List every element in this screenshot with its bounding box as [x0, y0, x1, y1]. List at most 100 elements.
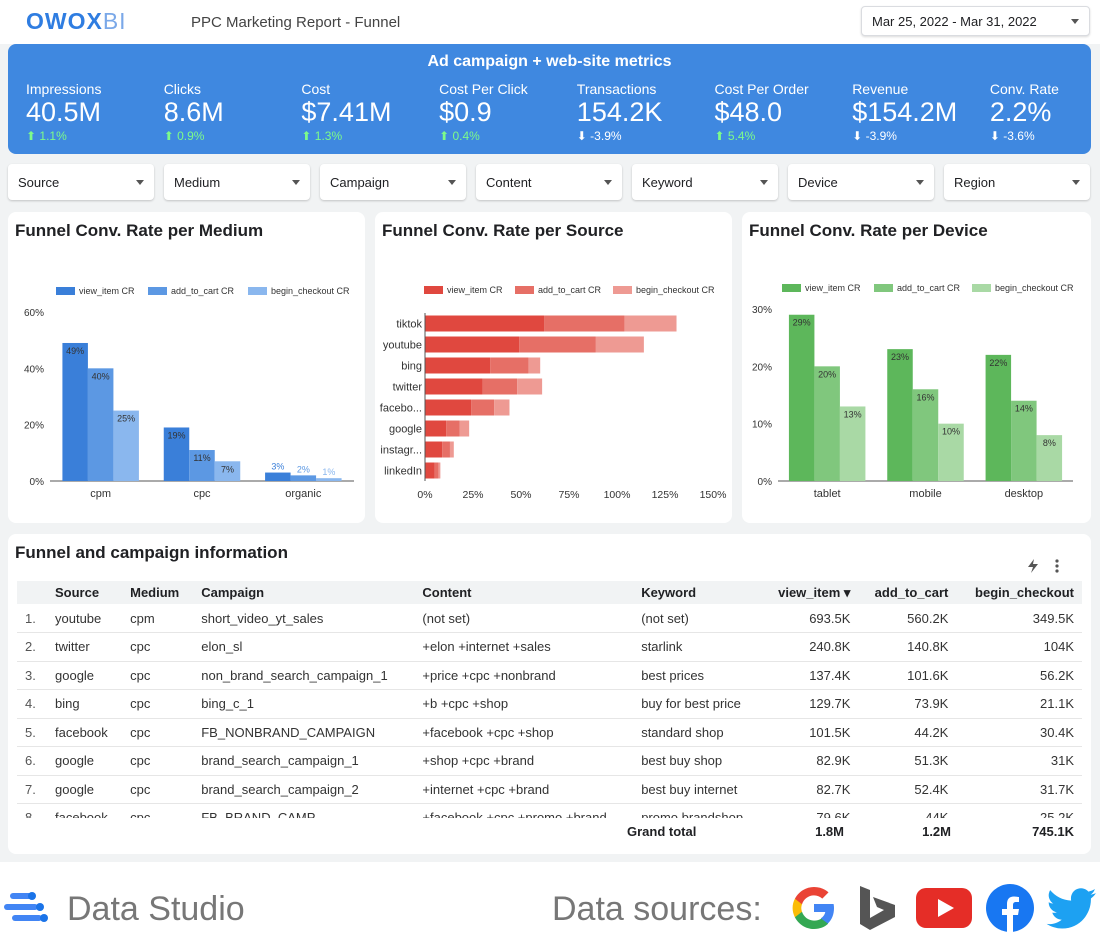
chart-title: Funnel Conv. Rate per Source	[382, 221, 624, 240]
col-header[interactable]: begin_checkout	[956, 581, 1082, 604]
bar[interactable]	[425, 441, 443, 458]
metric-clicks: Clicks 8.6M ⬆ 0.9%	[164, 81, 302, 143]
grand-total-view-item: 1.8M	[815, 824, 844, 839]
bar[interactable]	[624, 315, 677, 332]
table-cell: cpm	[122, 604, 194, 633]
bar[interactable]	[113, 410, 139, 481]
bar[interactable]	[1011, 400, 1037, 481]
legend-label: begin_checkout CR	[271, 286, 350, 296]
table-row[interactable]: 5. facebook cpc FB_NONBRAND_CAMPAIGN +facebo…	[17, 718, 1082, 747]
col-header[interactable]: Source	[47, 581, 123, 604]
table-row[interactable]: 8. facebook cpc FB_BRAND_CAMP +facebook +cpc…	[17, 803, 1082, 818]
bar[interactable]	[595, 336, 644, 353]
bar[interactable]	[985, 354, 1012, 481]
x-tick-label: 25%	[462, 489, 483, 501]
data-label: 19%	[167, 430, 185, 440]
table-row[interactable]: 4. bing cpc bing_c_1 +b +cpc +shop buy for be…	[17, 689, 1082, 719]
table-row[interactable]: 6. google cpc brand_search_campaign_1 +shop …	[17, 746, 1082, 776]
bar[interactable]	[528, 357, 541, 374]
bar[interactable]	[517, 378, 543, 395]
data-label: 13%	[844, 409, 862, 419]
col-header[interactable]: Campaign	[193, 581, 415, 604]
bar[interactable]	[425, 357, 491, 374]
lightning-icon[interactable]	[1026, 558, 1040, 574]
bar[interactable]	[519, 336, 596, 353]
bing-icon	[860, 886, 895, 930]
x-tick-label: 150%	[700, 489, 727, 501]
filter-region[interactable]: Region	[944, 164, 1090, 200]
bar[interactable]	[163, 427, 190, 481]
table-cell: 44K	[858, 803, 957, 818]
filter-medium[interactable]: Medium	[164, 164, 310, 200]
bar[interactable]	[425, 462, 435, 479]
chart-card-source: Funnel Conv. Rate per Source view_item C…	[375, 212, 732, 523]
bar[interactable]	[494, 399, 510, 416]
bar[interactable]	[434, 462, 439, 479]
table-cell: google	[47, 661, 123, 690]
metrics-title: Ad campaign + web-site metrics	[427, 53, 672, 70]
filter-source[interactable]: Source	[8, 164, 154, 200]
bar[interactable]	[446, 420, 460, 437]
bar[interactable]	[425, 399, 472, 416]
data-label: 8%	[1043, 438, 1056, 448]
metric-value: $154.2M	[852, 97, 958, 127]
bar[interactable]	[62, 342, 88, 481]
bar[interactable]	[87, 368, 114, 481]
col-header[interactable]: view_item ▾	[761, 581, 859, 604]
filter-campaign[interactable]: Campaign	[320, 164, 466, 200]
filter-content[interactable]: Content	[476, 164, 622, 200]
bar[interactable]	[425, 420, 447, 437]
table-cell: 51.3K	[858, 746, 957, 776]
bar[interactable]	[788, 314, 815, 481]
col-header[interactable]: add_to_cart	[858, 581, 957, 604]
y-tick-label: twitter	[393, 382, 423, 394]
bar[interactable]	[316, 478, 342, 481]
bar[interactable]	[265, 472, 291, 481]
bar[interactable]	[912, 389, 939, 481]
more-options-icon[interactable]	[1054, 558, 1060, 574]
bar[interactable]	[544, 315, 625, 332]
table-cell: 30.4K	[956, 718, 1082, 747]
bar[interactable]	[449, 441, 454, 458]
table-row[interactable]: 2. twitter cpc elon_sl +elon +internet +sale…	[17, 632, 1082, 662]
table-row[interactable]: 1. youtube cpm short_video_yt_sales (not set…	[17, 604, 1082, 633]
table-cell: +facebook +cpc +promo +brand	[414, 803, 634, 818]
col-header[interactable]: Content	[414, 581, 634, 604]
table-row[interactable]: 3. google cpc non_brand_search_campaign_1 +p…	[17, 661, 1082, 690]
table-scroll-area[interactable]: Source Medium Campaign Content Keyword view_i…	[8, 534, 1091, 818]
bar[interactable]	[425, 336, 520, 353]
data-studio-label: Data Studio	[67, 890, 245, 928]
bar[interactable]	[442, 441, 450, 458]
bar[interactable]	[887, 349, 913, 481]
bar[interactable]	[471, 399, 495, 416]
bar[interactable]	[425, 315, 545, 332]
data-label: 14%	[1015, 404, 1033, 414]
filter-keyword[interactable]: Keyword	[632, 164, 778, 200]
col-header[interactable]: Keyword	[633, 581, 762, 604]
table-cell: FB_BRAND_CAMP	[193, 803, 415, 818]
bar[interactable]	[214, 461, 241, 481]
table-row[interactable]: 7. google cpc brand_search_campaign_2 +inter…	[17, 775, 1082, 804]
col-header[interactable]: Medium	[122, 581, 194, 604]
bar[interactable]	[482, 378, 518, 395]
bar[interactable]	[438, 462, 441, 479]
table-cell: elon_sl	[193, 632, 415, 662]
table-cell: 79.6K	[761, 803, 859, 818]
bar[interactable]	[938, 423, 964, 481]
bar[interactable]	[425, 378, 483, 395]
bar[interactable]	[459, 420, 470, 437]
date-range-picker[interactable]: Mar 25, 2022 - Mar 31, 2022	[861, 6, 1090, 36]
metric-delta: ⬇ -3.9%	[576, 129, 622, 143]
filter-device[interactable]: Device	[788, 164, 934, 200]
footer: Data Studio Data sources:	[0, 862, 1100, 945]
bar[interactable]	[290, 475, 317, 481]
metric-label: Cost	[301, 81, 331, 97]
table-cell: 101.5K	[761, 718, 859, 747]
bar[interactable]	[490, 357, 529, 374]
y-tick-label: google	[389, 424, 422, 436]
bar[interactable]	[814, 366, 840, 481]
bar[interactable]	[189, 450, 215, 481]
table-cell: +shop +cpc +brand	[414, 746, 634, 776]
bar[interactable]	[1036, 435, 1063, 481]
bar[interactable]	[839, 406, 866, 481]
